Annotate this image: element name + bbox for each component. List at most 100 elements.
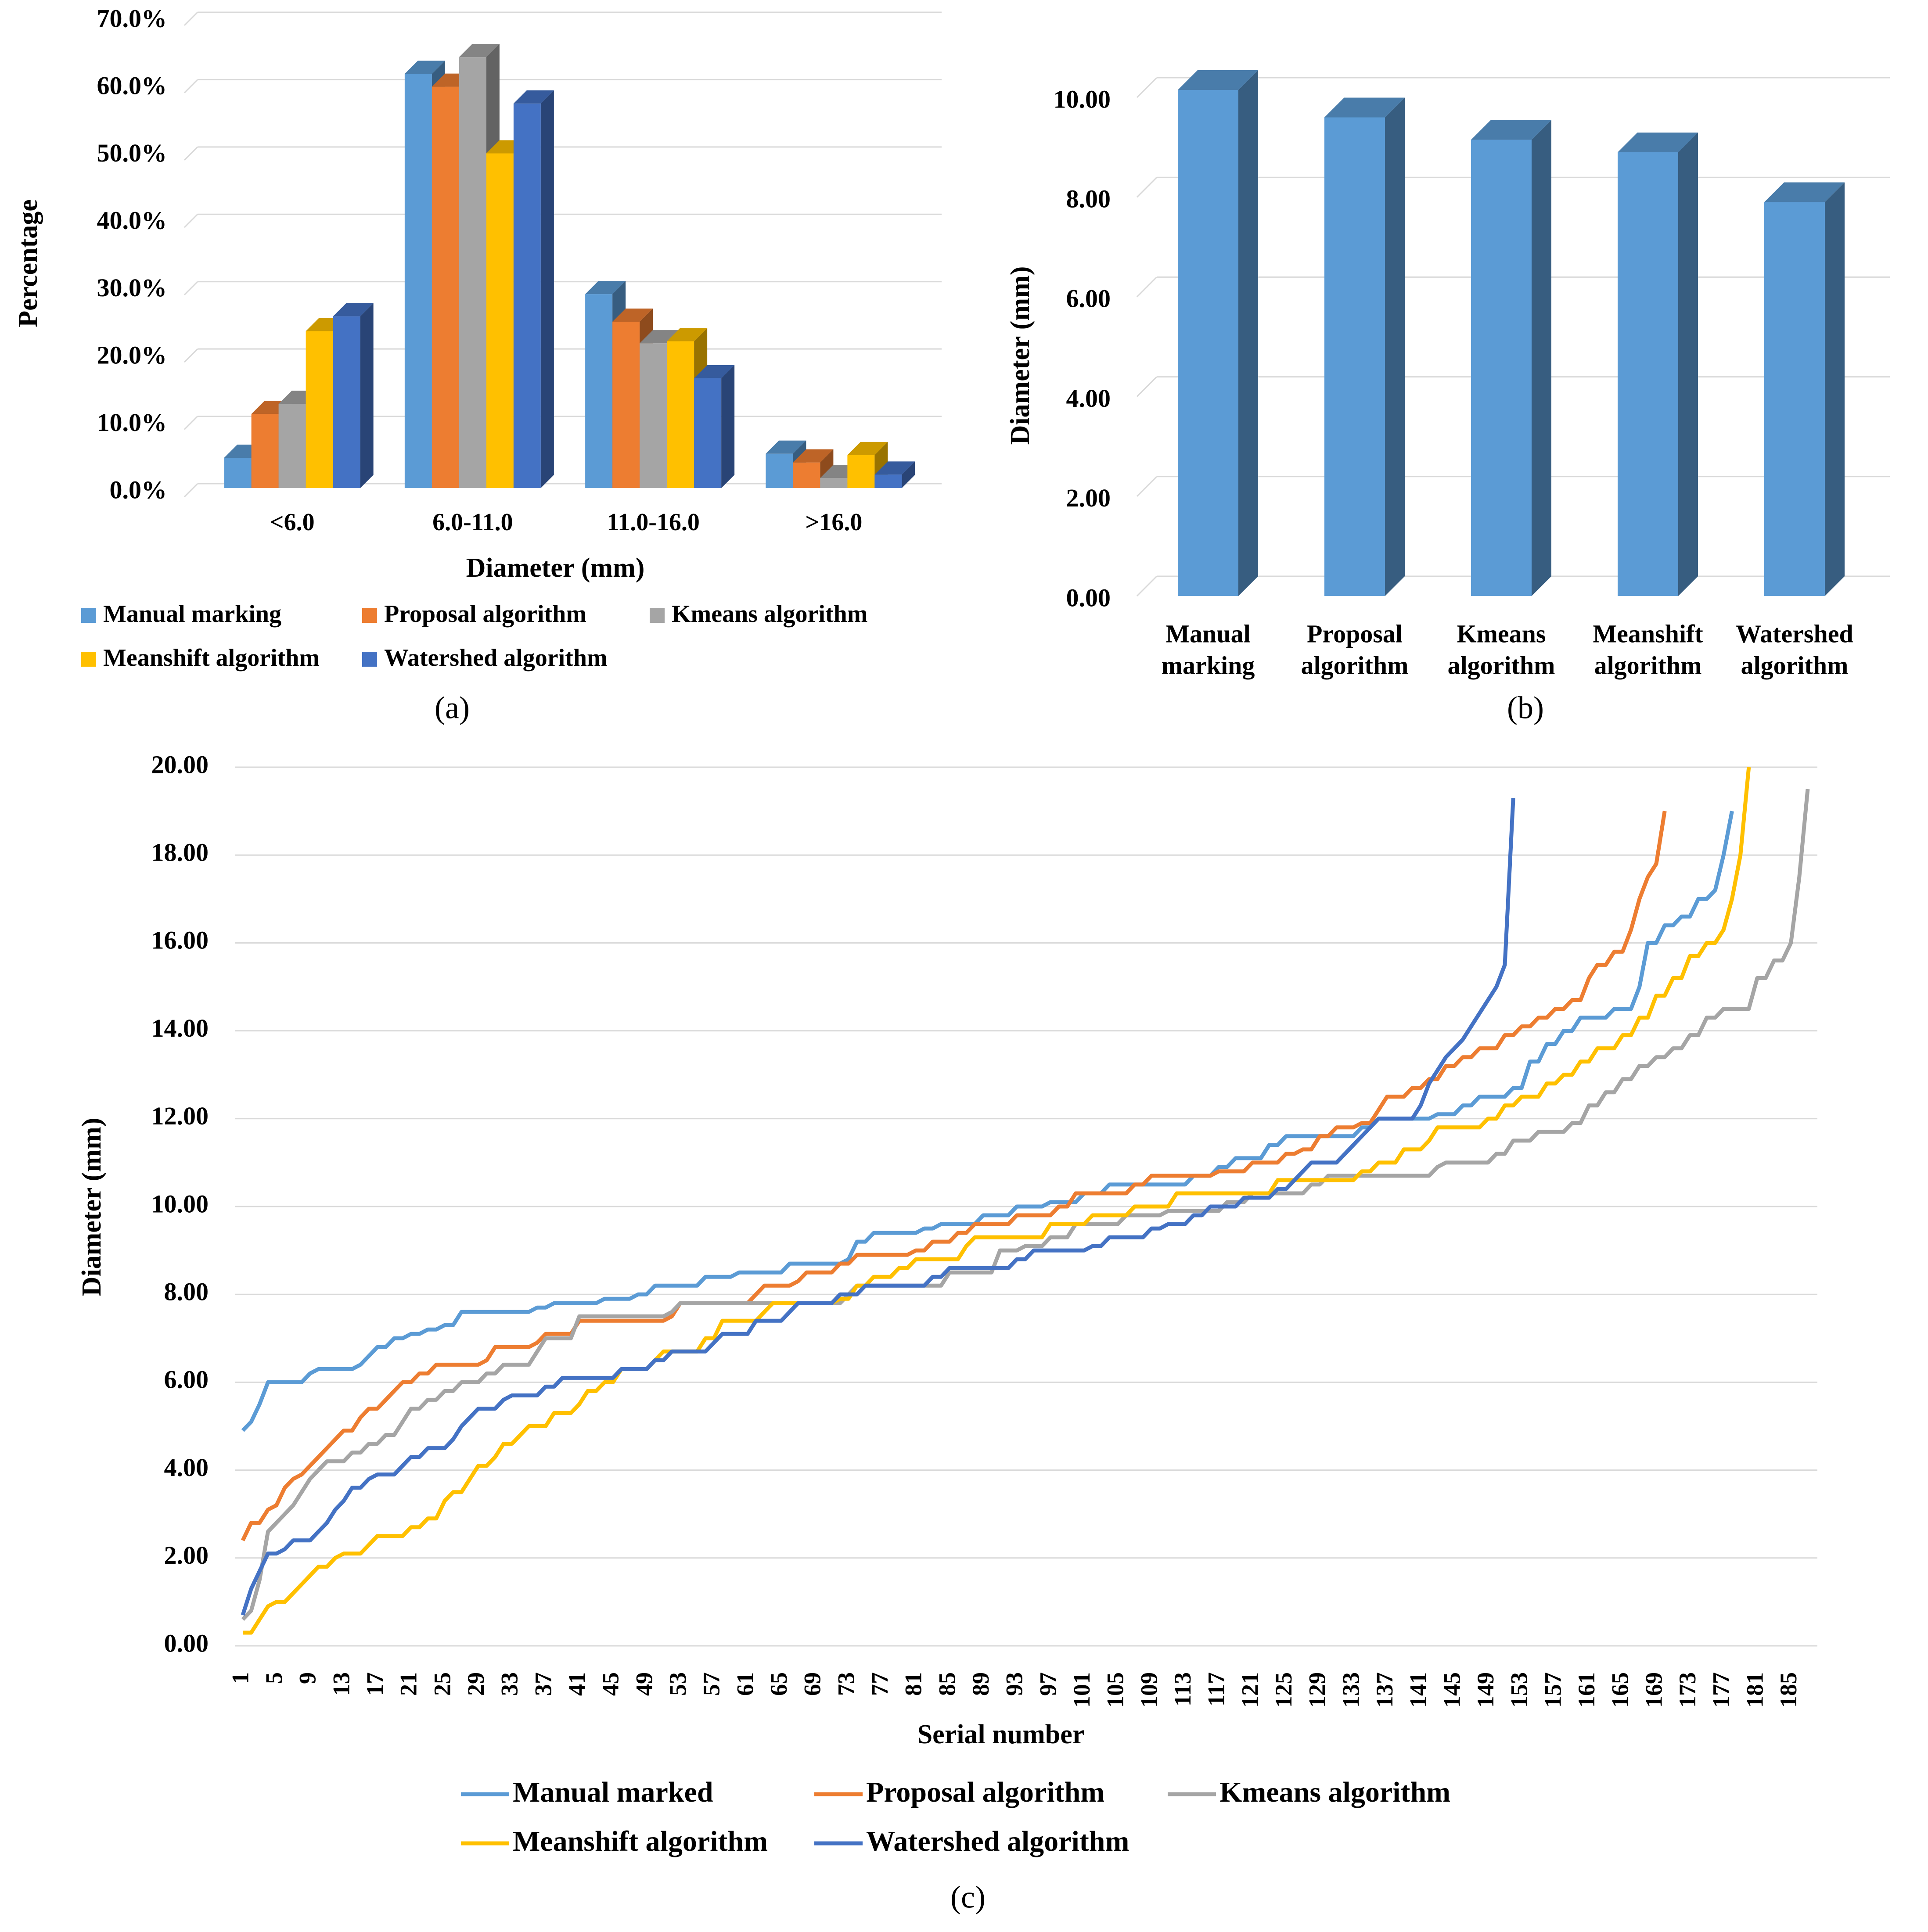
x-tick-label-c: 73 [833,1672,859,1696]
bar-a-proposal-front [612,322,640,488]
legend-label-a: Kmeans algorithm [672,600,867,628]
x-tick-label-b: Kmeans [1457,619,1546,648]
bar-a-manual-front [766,453,793,488]
bar-b [1471,120,1551,596]
x-tick-label-c: 89 [968,1672,994,1696]
y-tick-label-a: 60.0% [97,72,167,100]
y-tick-label-a: 30.0% [97,273,167,302]
x-tick-label-b: algorithm [1301,651,1409,679]
chart-c: 0.00 2.00 4.00 6.00 8.00 10.00 12.00 14.00 16.00… [77,750,1817,1915]
x-tick-label-c: 21 [396,1672,422,1696]
y-tick-label-a: 0.0% [110,475,167,504]
bar-a-watershed-front [513,103,541,488]
bar-a-watershed-side [902,461,915,488]
x-tick-label-c: 121 [1237,1672,1263,1708]
chart-b: 0.00 2.00 4.00 6.00 8.00 10.00 Manual marking Pr… [1005,70,1890,725]
bar-a-manual-front [404,74,432,488]
bar-a-watershed-top [513,90,554,104]
x-tick-label-c: 9 [295,1672,321,1684]
bar-a-watershed [874,461,915,488]
bar-b-side [1678,132,1698,596]
x-tick-label-c: 149 [1472,1672,1499,1708]
y-tick-label-a: 20.0% [97,341,167,369]
x-tick-label-c: 181 [1741,1672,1768,1708]
bar-a-meanshift-front [486,153,514,488]
gridline-b-slant [1136,77,1158,98]
x-tick-label-c: 53 [665,1672,691,1696]
bar-a-proposal-front [432,86,459,488]
legend-label-c: Watershed algorithm [866,1825,1129,1857]
bar-b-front [1178,90,1238,596]
y-tick-label-c: 6.00 [164,1365,209,1394]
x-tick-label-b: Manual [1165,619,1250,648]
y-tick-label-b: 0.00 [1066,583,1111,612]
bar-a-manual-top [766,440,806,454]
gridline-b-slant [1136,277,1158,298]
x-tick-label-c: 93 [1001,1672,1028,1696]
y-tick-label-a: 40.0% [97,206,167,235]
bar-a-watershed-side [360,303,374,488]
y-tick-label-c: 0.00 [164,1629,209,1657]
bar-a-kmeans-front [640,343,667,488]
y-axis-title-b: Diameter (mm) [1005,266,1035,445]
bar-a-watershed-top [874,461,915,475]
bar-a-meanshift-front [847,455,875,488]
y-tick-label-c: 14.00 [151,1014,209,1042]
bar-a-kmeans-front [459,57,486,488]
gridline-a-slant [183,483,198,498]
bar-a-watershed-front [694,378,722,488]
bar-a-watershed-side [540,90,554,488]
legend-label-c: Meanshift algorithm [513,1825,768,1857]
y-tick-label-c: 10.00 [151,1189,209,1218]
legend-label-a: Watershed algorithm [384,644,608,672]
gridline-a-slant [183,416,198,430]
bar-a-meanshift-top [847,442,888,455]
x-tick-label-a: 11.0-16.0 [607,509,700,536]
x-tick-label-c: 85 [934,1672,960,1696]
bar-a-watershed [694,365,735,488]
gridline-b-slant [1136,376,1158,397]
bar-b-front [1618,152,1678,596]
x-tick-label-c: 17 [362,1672,388,1696]
x-tick-label-b: marking [1162,651,1255,679]
y-tick-label-b: 4.00 [1066,384,1111,413]
y-tick-label-a: 10.0% [97,408,167,437]
y-tick-label-c: 20.00 [151,750,209,779]
gridline-a-slant [183,348,198,363]
bar-b-side [1385,97,1405,596]
x-tick-label-c: 29 [463,1672,489,1696]
x-tick-label-a: 6.0-11.0 [432,509,513,536]
x-tick-label-a: <6.0 [270,509,315,536]
bar-a-meanshift [847,442,888,488]
bar-a-meanshift [667,328,708,488]
legend-label-c: Manual marked [513,1776,713,1808]
x-tick-label-c: 33 [496,1672,523,1696]
x-tick-label-c: 25 [429,1672,455,1696]
bar-a-manual-front [224,457,252,488]
x-tick-label-c: 153 [1506,1672,1532,1708]
y-tick-label-a: 70.0% [97,4,167,32]
y-tick-label-c: 16.00 [151,926,209,955]
bar-b-front [1324,117,1385,596]
bar-b [1618,132,1698,596]
x-tick-label-c: 5 [261,1672,287,1684]
x-tick-label-c: 165 [1607,1672,1633,1708]
bar-a-watershed-side [721,365,735,488]
y-axis-title-c: Diameter (mm) [77,1118,107,1296]
bar-a-meanshift-top [667,328,708,341]
x-tick-label-c: 69 [799,1672,826,1696]
legend-swatch-a [650,608,665,623]
x-tick-label-c: 45 [597,1672,624,1696]
legend-swatch-a [81,652,96,667]
legend-swatch-a [362,608,377,623]
gridline-a-slant [183,79,198,93]
gridline-a-slant [183,146,198,161]
bar-a-proposal [793,449,834,488]
bar-b-top [1471,120,1551,140]
x-tick-label-c: 13 [328,1672,354,1696]
x-tick-label-a: >16.0 [805,509,862,536]
bar-b-front [1764,202,1825,596]
bar-a-watershed [333,303,374,488]
bar-a-manual-front [585,294,613,488]
x-tick-label-c: 125 [1270,1672,1297,1708]
